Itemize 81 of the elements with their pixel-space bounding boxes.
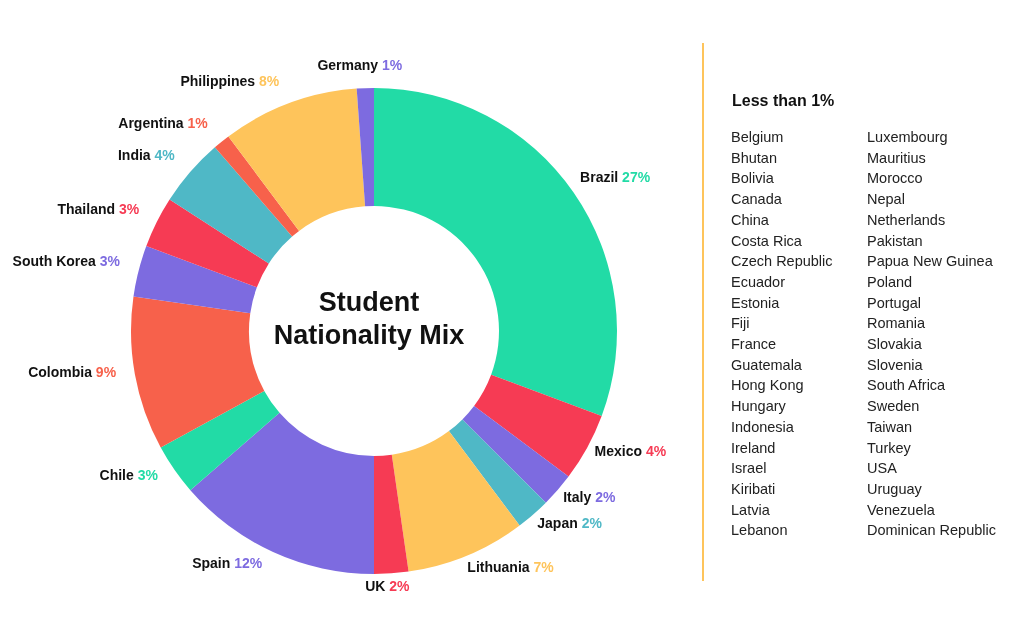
donut-slice bbox=[190, 412, 374, 574]
donut-slice bbox=[214, 136, 300, 237]
text: Hong Kong bbox=[731, 376, 805, 396]
text: France bbox=[731, 335, 778, 355]
text: Guatemala bbox=[731, 355, 803, 375]
donut-slice bbox=[356, 88, 374, 207]
data-label: 3% bbox=[99, 253, 121, 270]
slice-label: Argentina bbox=[118, 114, 188, 131]
data-label: 12% bbox=[234, 555, 263, 572]
slice-label: Mexico bbox=[594, 443, 646, 460]
donut-slice bbox=[131, 296, 265, 448]
data-label: 4% bbox=[645, 443, 667, 460]
text: Student Nationality Mix bbox=[272, 286, 466, 352]
text: Uruguay bbox=[867, 479, 923, 499]
slice-label: Colombia bbox=[28, 364, 96, 381]
text: Pakistan bbox=[867, 231, 924, 251]
slice-label: Philippines bbox=[180, 73, 259, 90]
text: Belgium bbox=[731, 128, 785, 147]
data-label: 3% bbox=[137, 466, 159, 483]
data-label: 3% bbox=[118, 201, 140, 218]
text: Poland bbox=[867, 272, 914, 292]
text: China bbox=[731, 210, 770, 230]
text: Turkey bbox=[867, 438, 912, 458]
text: USA bbox=[867, 459, 898, 479]
data-label: 8% bbox=[258, 73, 280, 90]
text: Morocco bbox=[867, 169, 924, 189]
text: Papua New Guinea bbox=[867, 252, 994, 272]
text: Venezuela bbox=[867, 500, 936, 520]
text: Kiribati bbox=[731, 479, 777, 499]
text: Slovakia bbox=[867, 335, 923, 355]
data-label: 1% bbox=[187, 114, 209, 131]
slice-label: Spain bbox=[192, 555, 235, 572]
donut-slice bbox=[228, 88, 366, 231]
text: Netherlands bbox=[867, 210, 947, 230]
text: Ireland bbox=[731, 438, 777, 458]
slice-label: UK bbox=[365, 578, 390, 595]
text: South Africa bbox=[867, 376, 947, 396]
slice-label: Japan bbox=[537, 515, 582, 532]
slice-label: Brazil bbox=[580, 169, 623, 186]
text: Romania bbox=[867, 314, 927, 334]
text: Bolivia bbox=[731, 169, 775, 189]
data-label: 7% bbox=[533, 559, 555, 576]
text: Bhutan bbox=[731, 148, 778, 168]
data-label: 4% bbox=[154, 147, 176, 164]
text: Portugal bbox=[867, 293, 922, 313]
text: Dominican Republic bbox=[867, 521, 996, 541]
text: Canada bbox=[731, 190, 783, 210]
donut-slice bbox=[160, 390, 280, 491]
slice-label: Thailand bbox=[57, 201, 119, 218]
text: Lebanon bbox=[731, 521, 789, 541]
text: Hungary bbox=[731, 397, 787, 417]
text: Israel bbox=[731, 459, 768, 479]
text: Fiji bbox=[731, 314, 751, 334]
text: Slovenia bbox=[867, 355, 924, 375]
data-label: 2% bbox=[581, 515, 603, 532]
text: Luxembourg bbox=[867, 128, 949, 147]
data-label: 1% bbox=[382, 57, 403, 74]
text: Nepal bbox=[867, 190, 906, 210]
text: Less than 1% bbox=[732, 92, 835, 110]
slice-label: Lithuania bbox=[467, 559, 534, 576]
slice-label: India bbox=[117, 147, 155, 164]
slice-label: South Korea bbox=[12, 253, 100, 270]
data-label: 9% bbox=[95, 364, 117, 381]
text: Taiwan bbox=[867, 417, 914, 437]
slice-label: Germany bbox=[317, 57, 383, 74]
text: Sweden bbox=[867, 397, 921, 417]
text: Czech Republic bbox=[731, 252, 833, 272]
text: Indonesia bbox=[731, 417, 795, 437]
donut-slice bbox=[146, 199, 269, 288]
text: Mauritius bbox=[867, 148, 927, 168]
slice-label: Chile bbox=[99, 466, 138, 483]
text: Ecuador bbox=[731, 272, 786, 292]
donut-slice bbox=[133, 246, 257, 314]
text: Latvia bbox=[731, 500, 771, 520]
data-label: 2% bbox=[595, 488, 616, 505]
data-label: 2% bbox=[389, 578, 411, 595]
donut-slice bbox=[374, 454, 409, 574]
text: Estonia bbox=[731, 293, 781, 313]
text: Costa Rica bbox=[731, 231, 803, 251]
slice-label: Italy bbox=[563, 488, 596, 505]
data-label: 27% bbox=[622, 169, 651, 186]
